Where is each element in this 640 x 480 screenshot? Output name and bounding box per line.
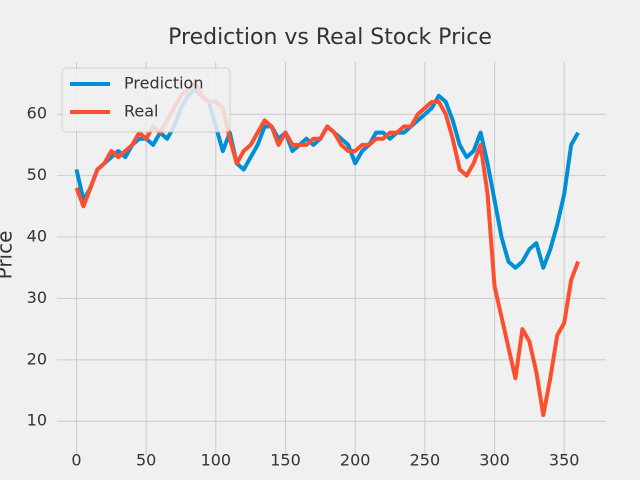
lines [74, 81, 581, 418]
legend: Prediction Real [61, 67, 231, 133]
y-tick-label: 50 [27, 165, 47, 184]
x-axis-label: Day [295, 477, 335, 480]
x-tick-label: 250 [410, 451, 441, 470]
legend-label: Real [124, 102, 159, 121]
x-tick-label: 150 [270, 451, 301, 470]
x-tick-label: 50 [136, 451, 156, 470]
y-axis-label: Price [0, 231, 17, 280]
y-tick-label: 10 [27, 411, 47, 430]
x-tick-label: 300 [479, 451, 510, 470]
x-tick-label: 200 [340, 451, 371, 470]
y-tick-label: 20 [27, 349, 47, 368]
chart-title: Prediction vs Real Stock Price [168, 25, 492, 50]
y-tick-label: 30 [27, 288, 47, 307]
series-line [74, 81, 581, 418]
y-tick-label: 60 [27, 104, 47, 123]
x-tick-label: 100 [201, 451, 232, 470]
legend-label: Prediction [124, 74, 203, 93]
grid: 0 50 100 150 200 250 300 350 10 20 30 40 50 60 [27, 62, 606, 470]
x-tick-label: 350 [549, 451, 580, 470]
x-tick-label: 0 [71, 451, 81, 470]
y-tick-label: 40 [27, 227, 47, 246]
